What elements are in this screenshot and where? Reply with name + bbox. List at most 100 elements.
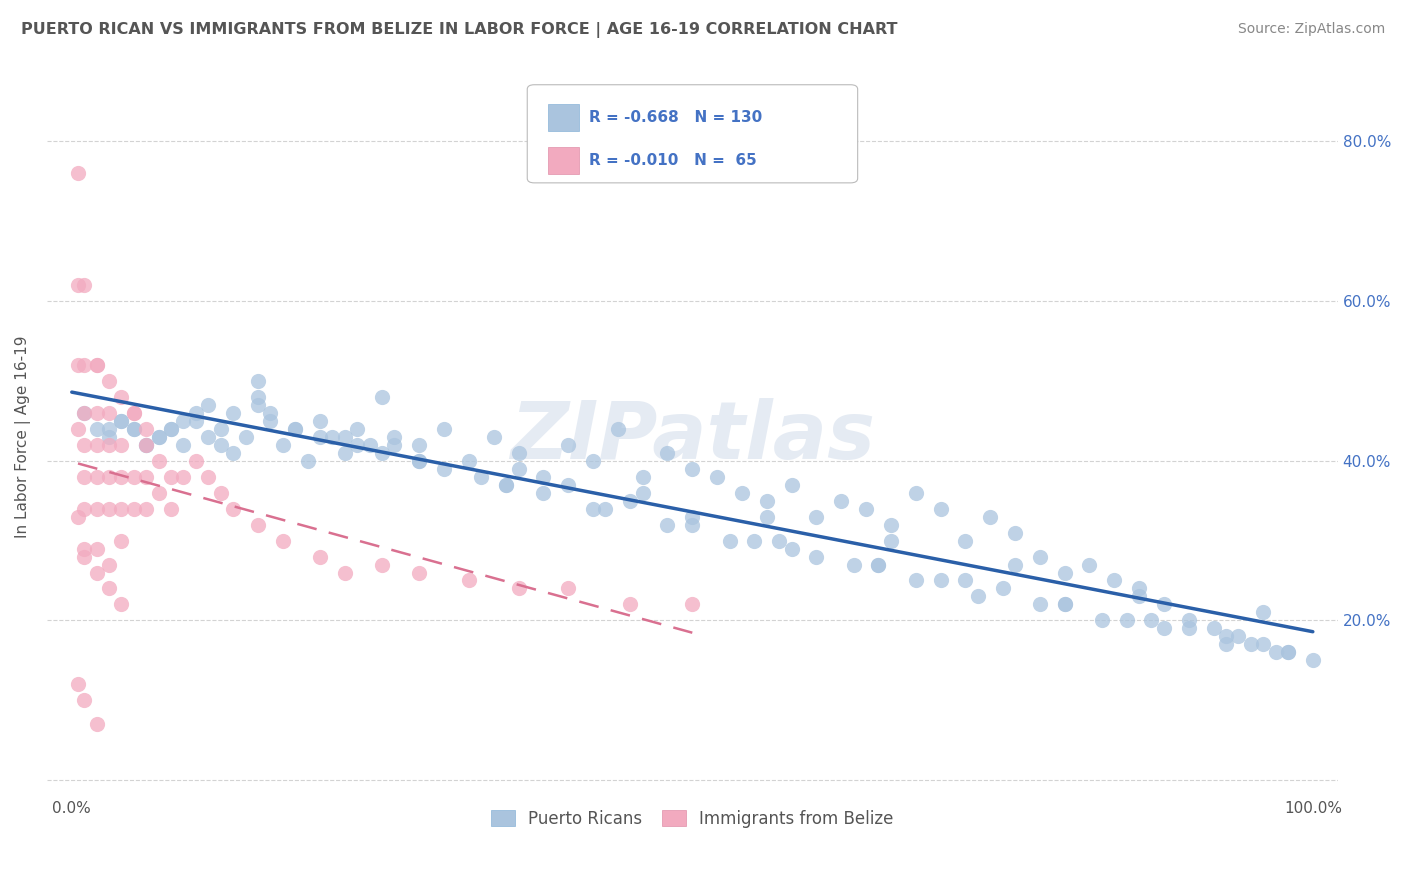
Legend: Puerto Ricans, Immigrants from Belize: Puerto Ricans, Immigrants from Belize	[485, 803, 900, 835]
Point	[955, 533, 977, 548]
Point	[160, 469, 183, 483]
Point	[110, 414, 132, 428]
Text: R = -0.010   N =  65: R = -0.010 N = 65	[589, 153, 756, 168]
Point	[1078, 558, 1101, 572]
Point	[86, 469, 108, 483]
Point	[371, 446, 394, 460]
Point	[657, 517, 679, 532]
Point	[222, 406, 245, 420]
Point	[86, 438, 108, 452]
Point	[346, 422, 368, 436]
Point	[384, 438, 406, 452]
Point	[681, 598, 703, 612]
Point	[110, 390, 132, 404]
Point	[73, 406, 96, 420]
Point	[66, 422, 89, 436]
Point	[1128, 590, 1150, 604]
Point	[98, 501, 121, 516]
Point	[433, 422, 456, 436]
Point	[755, 509, 778, 524]
Point	[1153, 621, 1175, 635]
Point	[184, 454, 207, 468]
Point	[706, 469, 728, 483]
Point	[73, 438, 96, 452]
Point	[321, 430, 343, 444]
Point	[744, 533, 766, 548]
Point	[966, 590, 988, 604]
Point	[222, 501, 245, 516]
Point	[197, 430, 219, 444]
Point	[619, 493, 641, 508]
Point	[806, 549, 828, 564]
Point	[780, 541, 803, 556]
Point	[173, 438, 195, 452]
Point	[1215, 629, 1237, 643]
Point	[122, 406, 145, 420]
Point	[731, 485, 754, 500]
Point	[110, 501, 132, 516]
Point	[631, 485, 654, 500]
Point	[855, 501, 877, 516]
Point	[495, 477, 517, 491]
Point	[98, 558, 121, 572]
Point	[333, 566, 356, 580]
Point	[681, 517, 703, 532]
Point	[1240, 637, 1263, 651]
Point	[110, 469, 132, 483]
Point	[842, 558, 865, 572]
Point	[66, 358, 89, 372]
Point	[768, 533, 790, 548]
Point	[98, 430, 121, 444]
Point	[66, 677, 89, 691]
Point	[1277, 645, 1299, 659]
Point	[1102, 574, 1125, 588]
Point	[1091, 614, 1114, 628]
Point	[868, 558, 890, 572]
Point	[73, 406, 96, 420]
Point	[384, 430, 406, 444]
Point	[235, 430, 257, 444]
Point	[86, 406, 108, 420]
Point	[309, 414, 332, 428]
Point	[110, 598, 132, 612]
Point	[333, 446, 356, 460]
Point	[98, 582, 121, 596]
Point	[1128, 582, 1150, 596]
Point	[1115, 614, 1137, 628]
Point	[991, 582, 1014, 596]
Point	[1251, 606, 1274, 620]
Point	[135, 438, 157, 452]
Point	[122, 501, 145, 516]
Point	[1202, 621, 1225, 635]
Point	[1277, 645, 1299, 659]
Point	[929, 501, 952, 516]
Point	[122, 422, 145, 436]
Point	[346, 438, 368, 452]
Point	[160, 501, 183, 516]
Point	[110, 414, 132, 428]
Point	[309, 549, 332, 564]
Point	[1264, 645, 1286, 659]
Point	[557, 582, 579, 596]
Point	[135, 438, 157, 452]
Point	[433, 461, 456, 475]
Point	[148, 430, 170, 444]
Point	[66, 166, 89, 180]
Point	[830, 493, 852, 508]
Point	[98, 438, 121, 452]
Point	[284, 422, 307, 436]
Point	[1215, 637, 1237, 651]
Point	[595, 501, 617, 516]
Point	[197, 398, 219, 412]
Point	[408, 566, 430, 580]
Point	[173, 469, 195, 483]
Point	[408, 454, 430, 468]
Point	[259, 406, 281, 420]
Point	[98, 374, 121, 388]
Point	[904, 574, 927, 588]
Point	[955, 574, 977, 588]
Point	[160, 422, 183, 436]
Text: Source: ZipAtlas.com: Source: ZipAtlas.com	[1237, 22, 1385, 37]
Point	[86, 717, 108, 731]
Point	[98, 422, 121, 436]
